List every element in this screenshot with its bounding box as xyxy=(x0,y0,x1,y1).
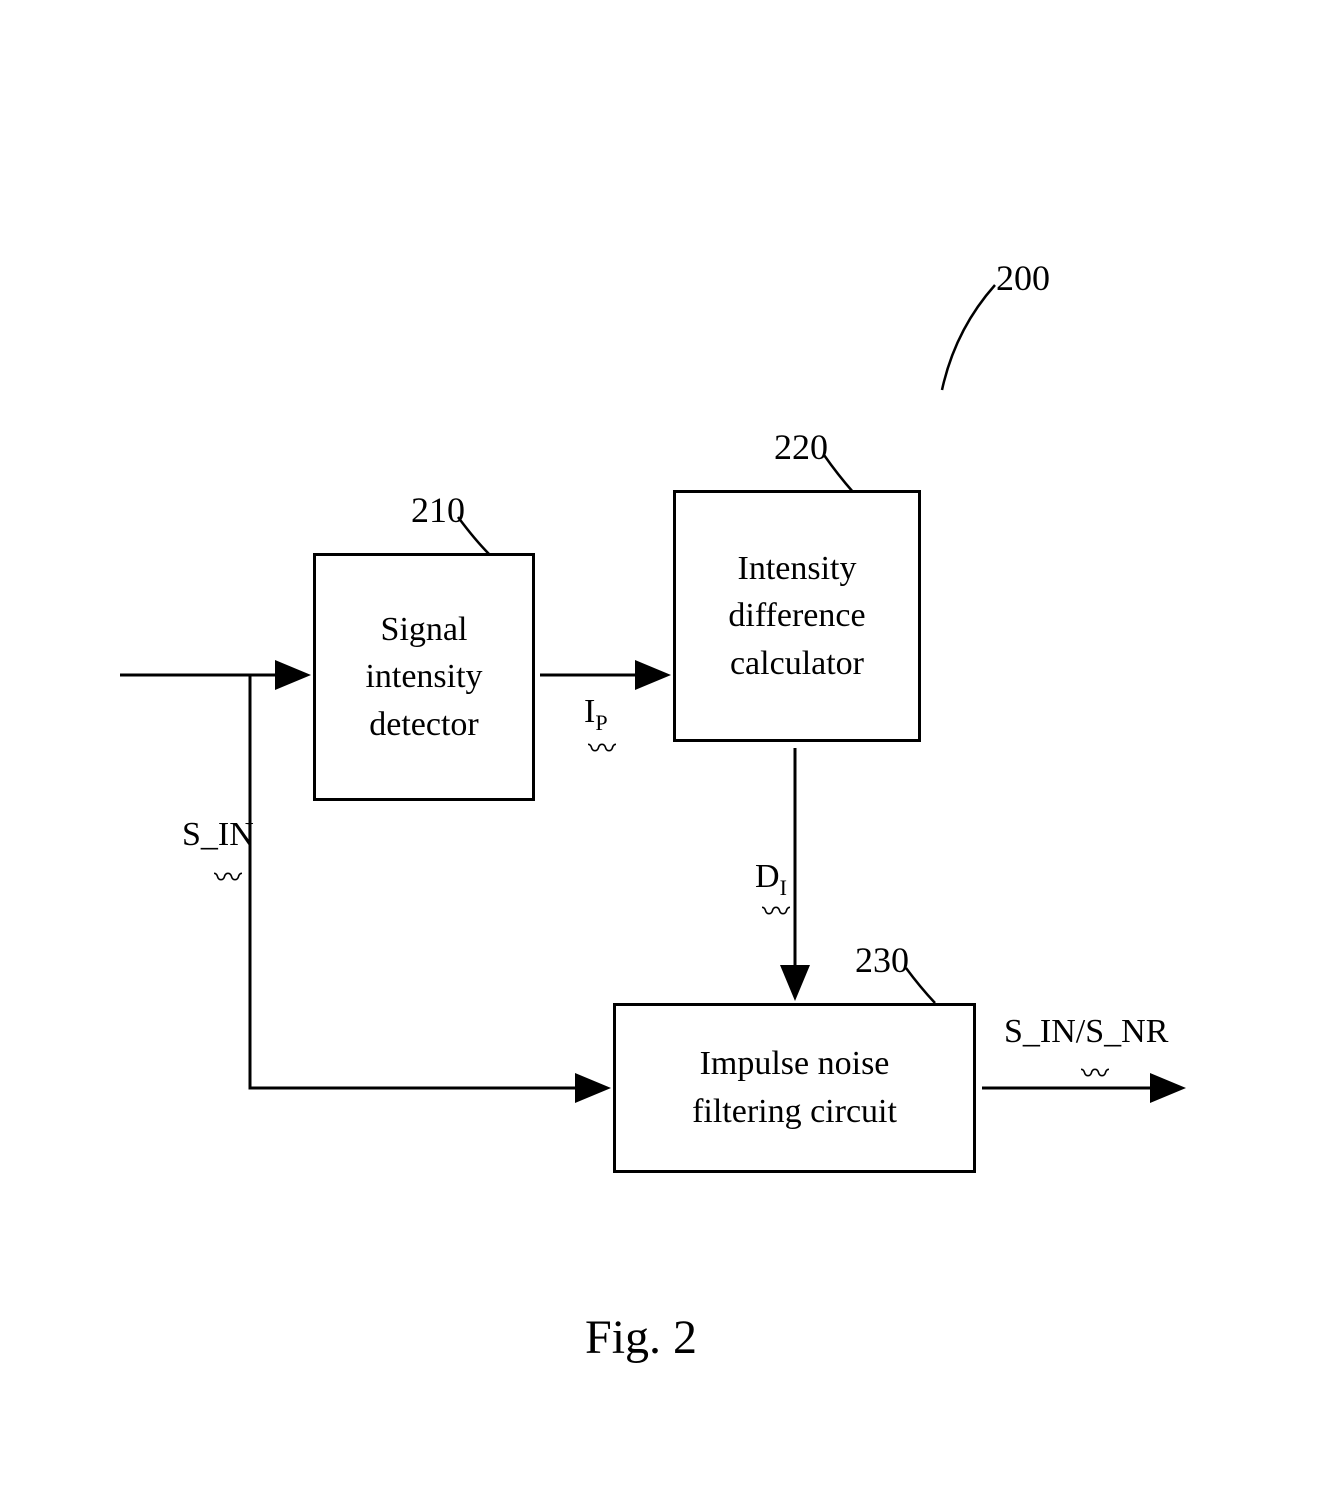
signal-intensity-detector-block: Signalintensitydetector xyxy=(313,553,535,801)
block-diagram: Signalintensitydetector Intensitydiffere… xyxy=(0,0,1320,1508)
reference-230: 230 xyxy=(855,939,909,981)
tilde-s-in: 〰 xyxy=(214,856,242,896)
tilde-ip: 〰 xyxy=(588,727,616,767)
impulse-noise-filtering-circuit-block: Impulse noisefiltering circuit xyxy=(613,1003,976,1173)
signal-s-in-label: S_IN xyxy=(182,816,254,854)
reference-210: 210 xyxy=(411,489,465,531)
connectors-svg xyxy=(0,0,1320,1508)
intensity-difference-calculator-block: Intensitydifferencecalculator xyxy=(673,490,921,742)
block-220-label: Intensitydifferencecalculator xyxy=(728,545,865,688)
tilde-output: 〰 xyxy=(1081,1052,1109,1092)
figure-caption: Fig. 2 xyxy=(585,1310,697,1365)
block-230-label: Impulse noisefiltering circuit xyxy=(692,1040,897,1135)
block-210-label: Signalintensitydetector xyxy=(365,606,482,749)
signal-output-label: S_IN/S_NR xyxy=(1004,1013,1168,1051)
system-reference-200: 200 xyxy=(996,257,1050,299)
reference-220: 220 xyxy=(774,426,828,468)
tilde-di: 〰 xyxy=(762,890,790,930)
